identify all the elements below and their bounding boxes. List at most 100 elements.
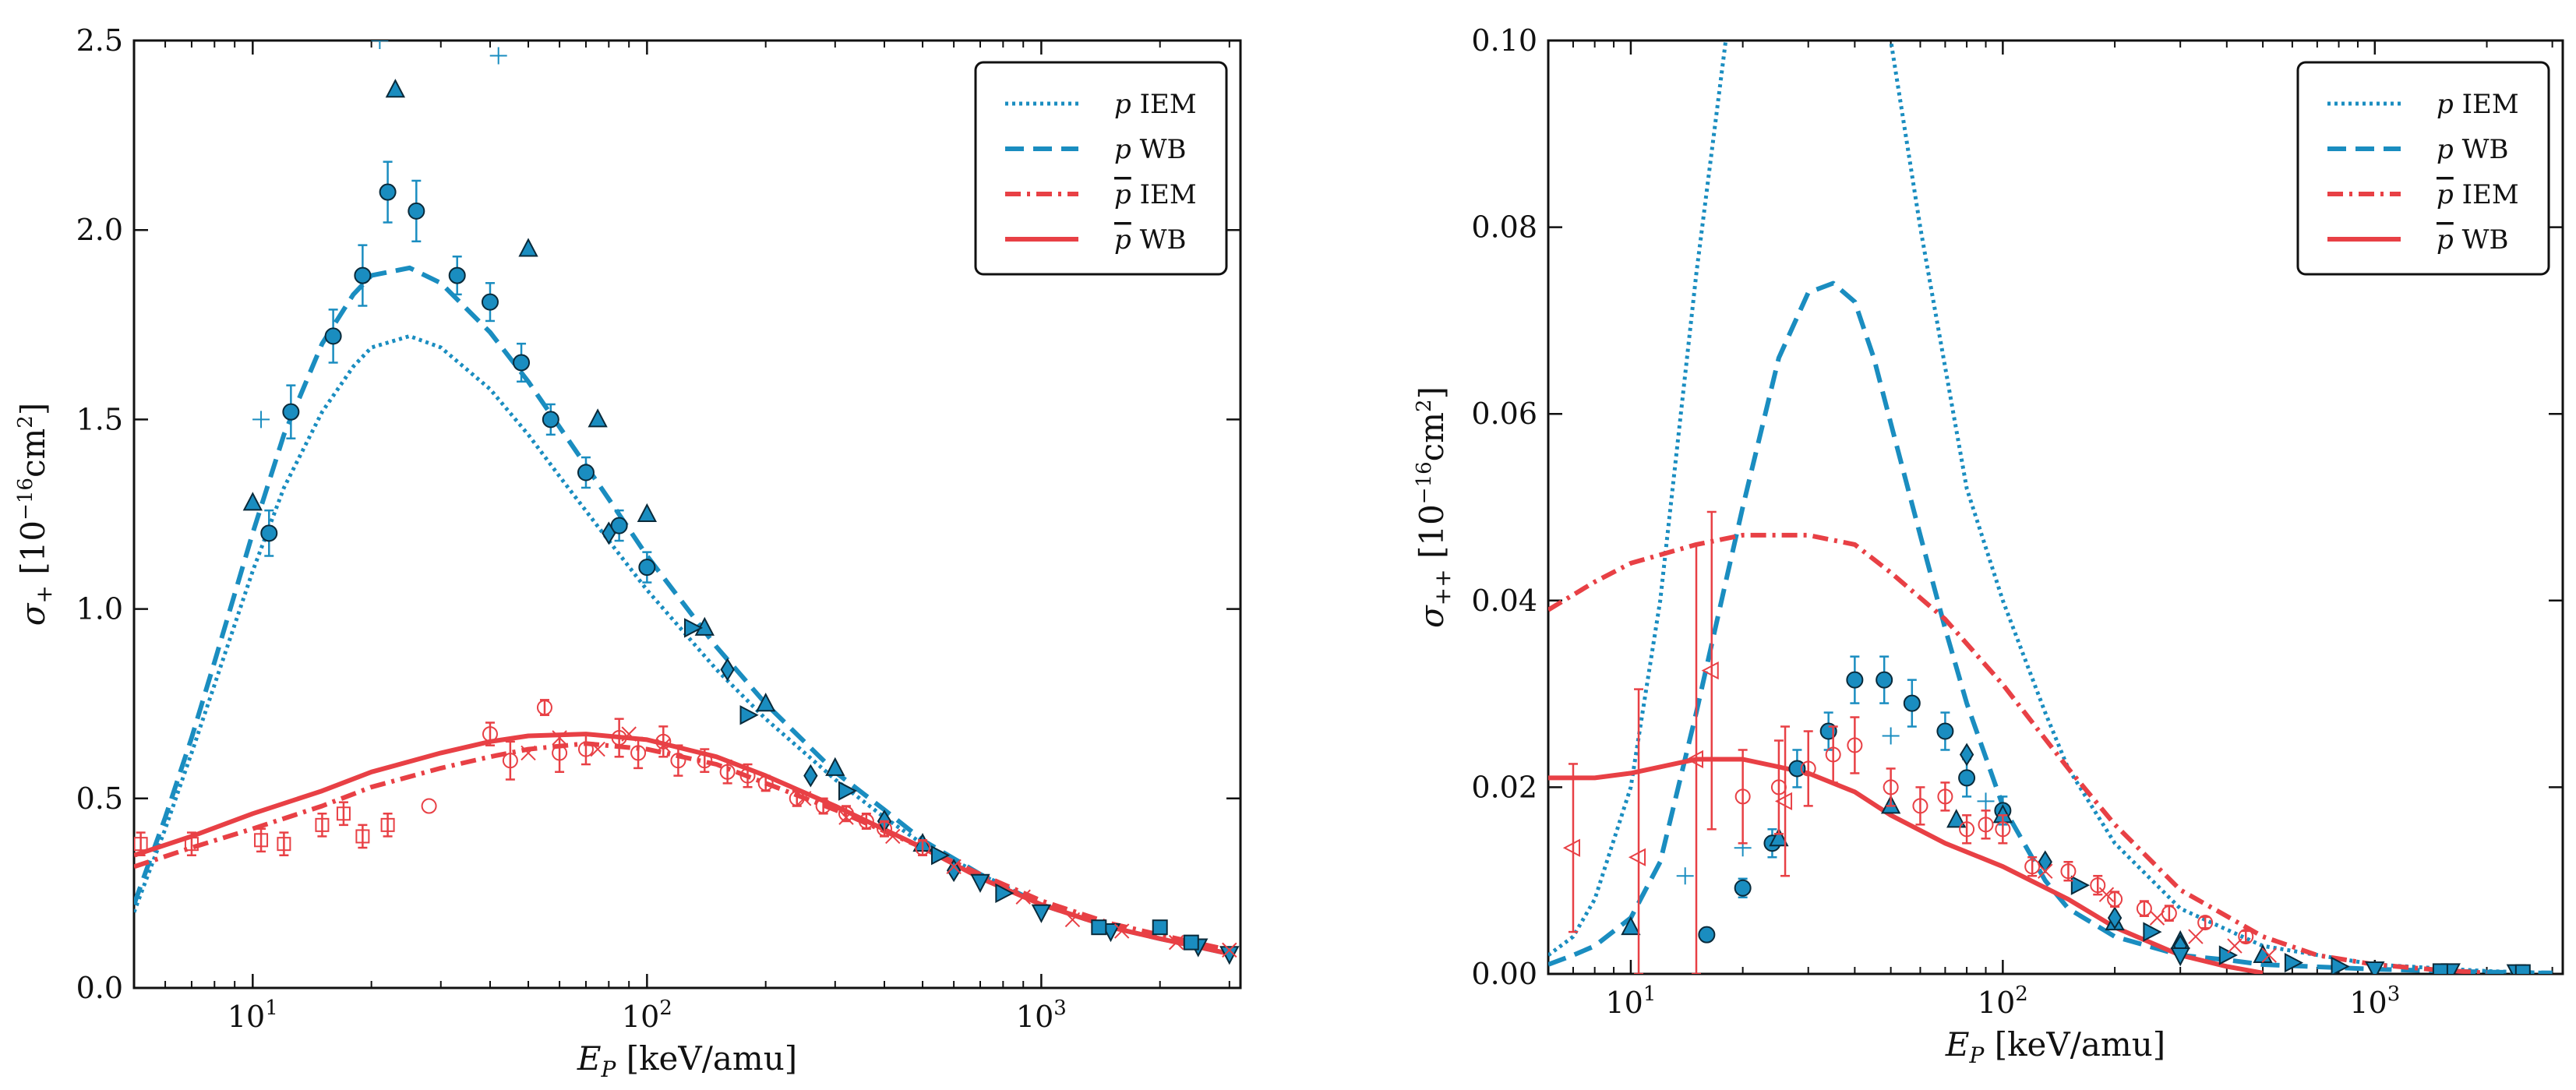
data-point-triangle-right — [2218, 945, 2238, 965]
data-point-plus — [371, 41, 389, 49]
data-point-triangle-right — [739, 705, 759, 725]
data-point-open-square — [380, 817, 395, 832]
data-point-x — [2038, 863, 2053, 879]
data-point-circle — [513, 354, 531, 372]
data-point-open-circle — [655, 733, 672, 750]
data-point-open-triangle-left — [1628, 848, 1646, 866]
y-tick-label: 1.5 — [76, 402, 123, 436]
data-point-open-square — [336, 806, 351, 821]
legend-box — [974, 61, 1228, 276]
data-point-triangle — [1769, 827, 1789, 847]
y-tick-label: 0.08 — [1471, 210, 1537, 245]
data-point-diamond — [720, 658, 735, 682]
data-point-circle — [1788, 760, 1806, 778]
data-point-open-square — [355, 829, 370, 844]
data-point-open-circle — [838, 806, 854, 822]
data-point-circle — [260, 524, 278, 542]
data-point-x — [1064, 912, 1081, 928]
data-point-open-circle — [739, 767, 756, 784]
data-point-open-circle — [1978, 817, 1994, 833]
data-point-diamond — [1959, 743, 1974, 767]
data-point-triangle — [1621, 915, 1641, 936]
data-point-x — [552, 730, 567, 746]
data-point-x — [1113, 923, 1130, 939]
data-point-open-square — [277, 837, 291, 852]
x-tick-label: 102 — [622, 997, 672, 1034]
series-line-p-wb — [134, 265, 1230, 957]
series-line-pbar-wb — [1548, 757, 2264, 974]
plot-area — [134, 41, 1240, 965]
data-point-open-triangle-left — [1562, 838, 1580, 857]
legend-label: p WB — [1114, 224, 1187, 256]
x-tick-label: 103 — [2349, 982, 2400, 1020]
chart-sigma-plus: 101 102 103 0.0 0.5 1.0 1.5 2.0 2.5 EP [keV/amu] σ… — [14, 23, 1242, 1082]
y-tick-label: 1.0 — [76, 592, 123, 626]
data-point-open-circle — [536, 700, 552, 716]
plot-frame — [132, 39, 1242, 989]
data-point-open-circle — [502, 753, 518, 769]
y-tick-label: 0.02 — [1471, 770, 1537, 804]
data-point-open-circle — [877, 820, 893, 837]
data-point-open-circle — [815, 798, 831, 814]
data-point-open-circle — [552, 745, 568, 761]
data-point-diamond — [602, 521, 616, 545]
data-point-triangle-right — [2331, 956, 2350, 974]
data-point-open-circle — [2090, 877, 2106, 894]
data-point-plus — [489, 47, 507, 65]
data-point-x — [796, 791, 812, 806]
data-point-open-circle — [2107, 891, 2123, 908]
data-point-circle — [1958, 769, 1976, 787]
data-point-open-circle — [1825, 746, 1841, 763]
data-point-open-circle — [482, 726, 498, 743]
data-point-x — [1222, 942, 1237, 958]
series-line-pbar-iem — [134, 741, 1230, 953]
y-tick-label: 0.00 — [1471, 957, 1537, 991]
data-point-x — [590, 741, 605, 757]
x-axis-label: EP [keV/amu] — [577, 1039, 797, 1082]
data-point-triangle — [518, 238, 538, 257]
data-point-circle — [610, 517, 628, 534]
data-point-square — [1091, 919, 1107, 936]
legend-label: p IEM — [2437, 89, 2519, 120]
data-point-circle — [577, 464, 595, 482]
data-point-triangle-right — [2070, 875, 2090, 895]
data-point-open-square — [254, 833, 269, 848]
y-tick-label: 0.5 — [76, 781, 123, 816]
data-point-triangle-right — [2143, 922, 2162, 942]
data-point-triangle-down — [2365, 961, 2385, 974]
data-point-open-circle — [697, 753, 713, 769]
series-line-p-iem — [134, 333, 1230, 956]
data-point-diamond — [2107, 906, 2123, 930]
data-point-circle — [1846, 671, 1864, 689]
data-point-x — [2188, 929, 2204, 944]
data-point-triangle — [385, 79, 406, 98]
data-point-square — [2514, 964, 2531, 974]
series-line-p-wb — [1548, 280, 2553, 974]
data-point-open-circle — [577, 741, 594, 757]
legend-label: p WB — [2437, 224, 2509, 256]
series-line-p-iem — [1548, 41, 2553, 974]
data-point-open-circle — [1912, 798, 1928, 814]
data-point-open-circle — [1883, 779, 1899, 795]
data-point-open-circle — [1800, 760, 1816, 777]
plot-frame — [1547, 39, 2564, 975]
legend-label: p IEM — [1114, 89, 1197, 120]
data-point-triangle — [756, 693, 776, 712]
data-point-triangle-down — [2170, 947, 2190, 967]
data-point-circle — [1734, 879, 1752, 897]
y-axis-label: σ++ [10−16cm2] — [1413, 386, 1456, 628]
x-tick-label: 101 — [1605, 982, 1656, 1020]
data-point-open-circle — [858, 813, 874, 829]
data-point-circle — [448, 266, 466, 284]
y-tick-label: 0.04 — [1471, 584, 1537, 618]
data-point-open-square — [184, 837, 199, 852]
data-point-circle — [542, 411, 559, 429]
legend-label: p IEM — [1114, 179, 1197, 210]
data-point-open-triangle-left — [1701, 661, 1719, 680]
data-point-circle — [1936, 722, 1954, 740]
data-point-open-circle — [1937, 788, 1953, 805]
data-point-triangle — [1946, 809, 1967, 828]
data-point-x — [1015, 889, 1031, 905]
data-point-x — [621, 726, 637, 742]
